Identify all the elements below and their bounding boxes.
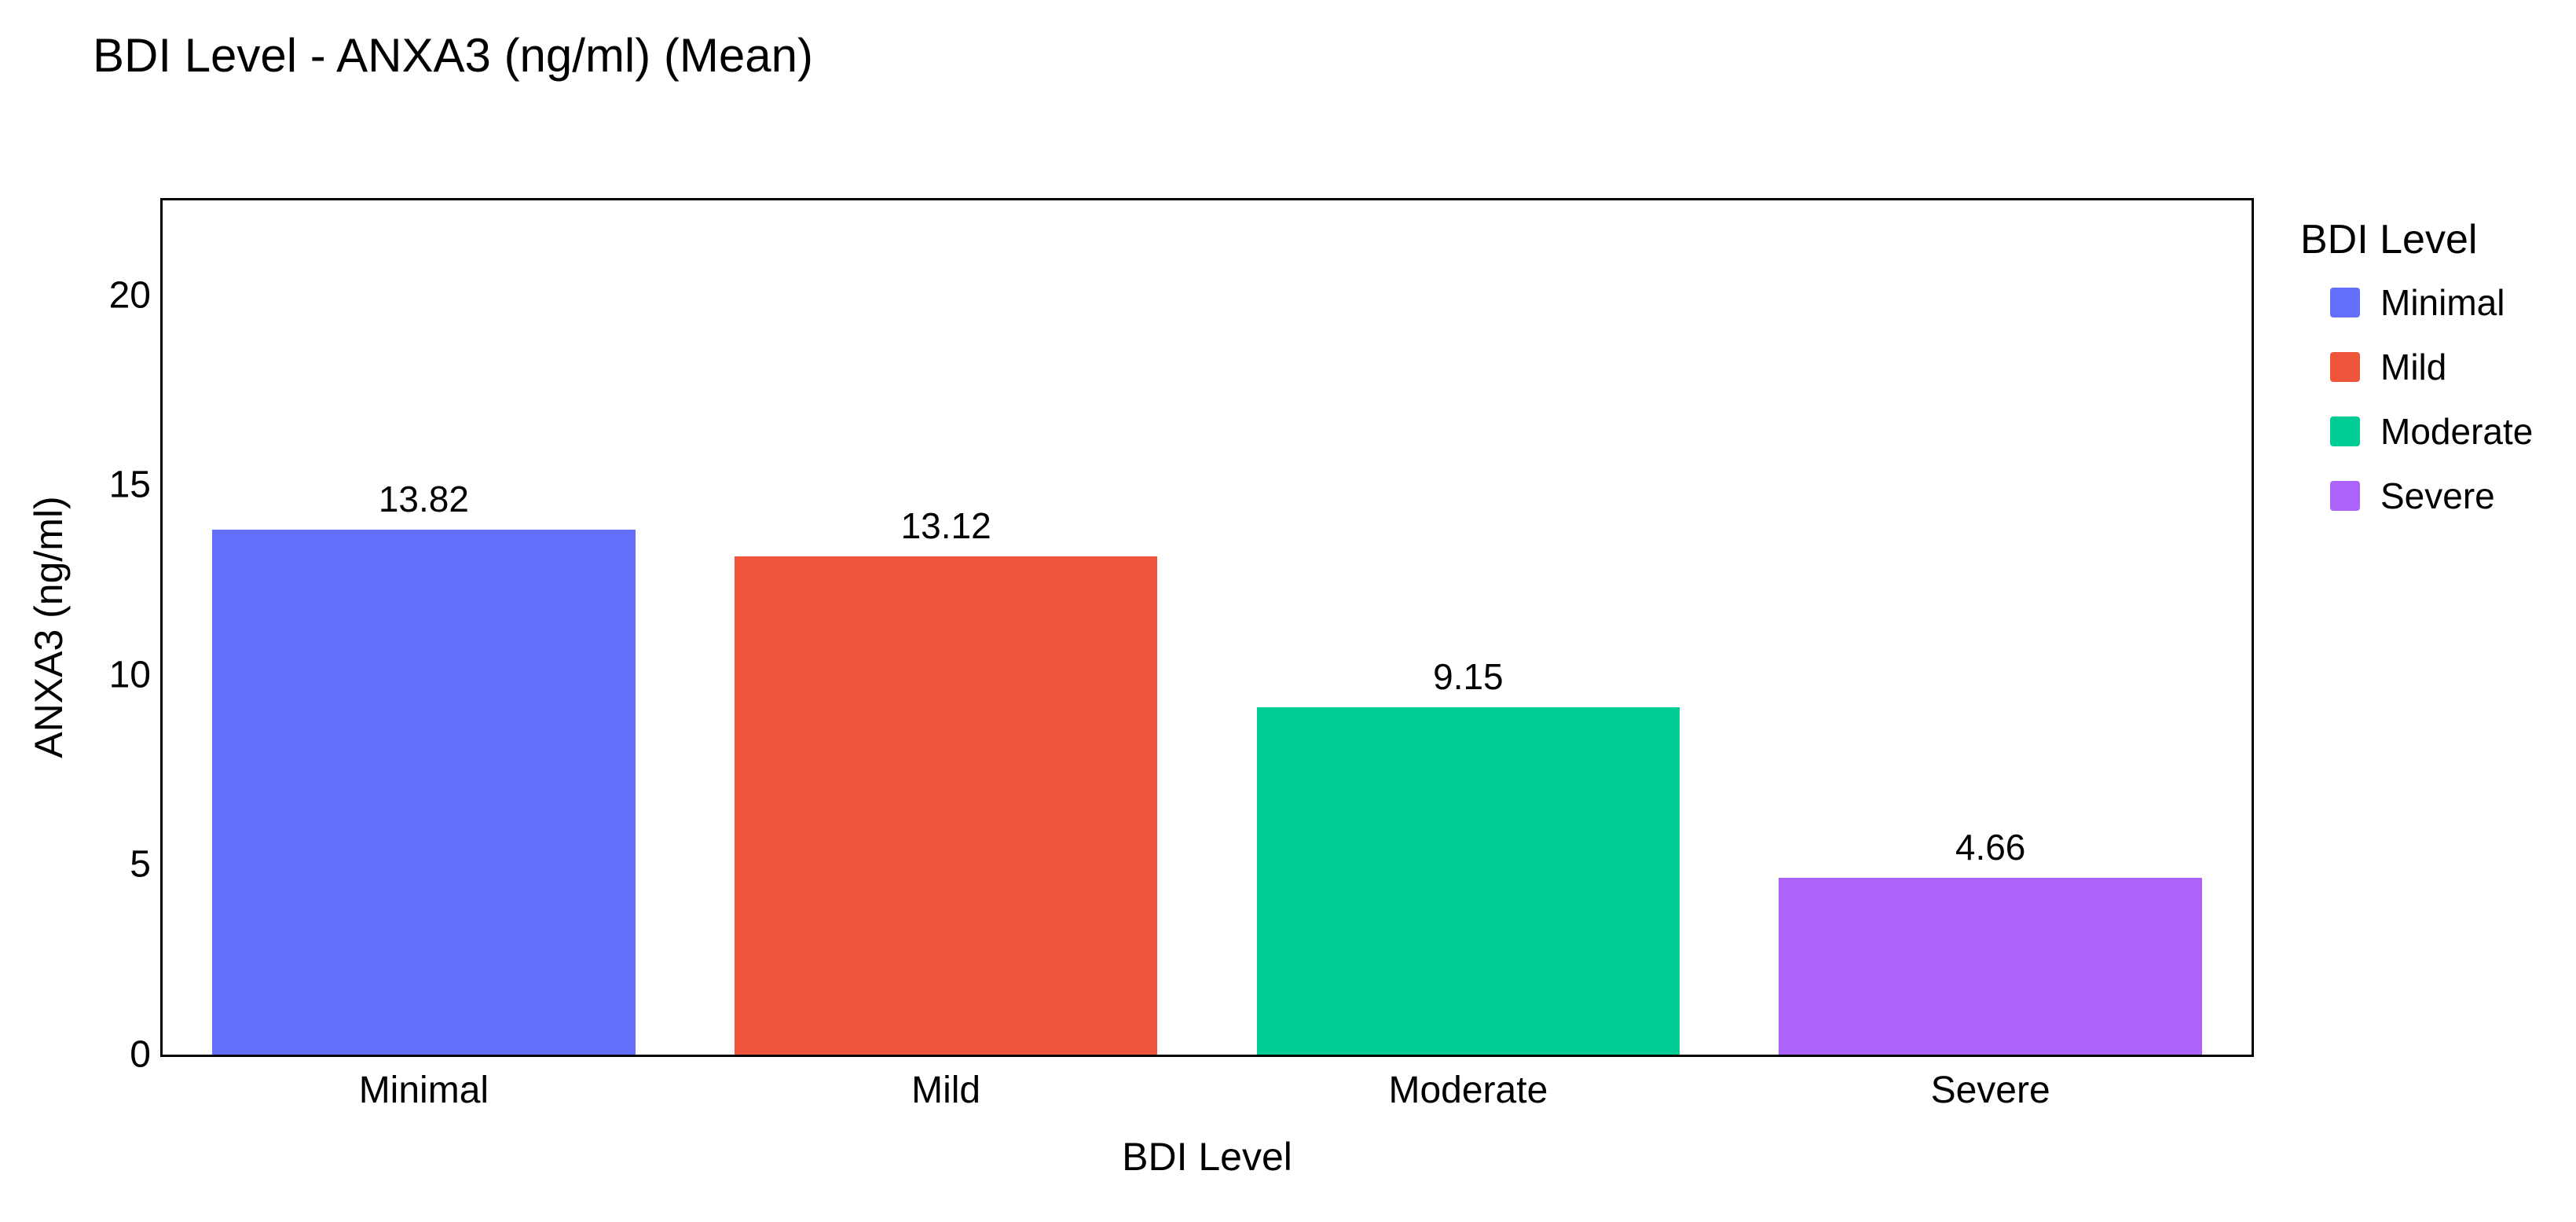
legend-item-mild[interactable]: Mild bbox=[2330, 346, 2533, 388]
bar-value-label: 9.15 bbox=[1433, 655, 1504, 697]
plot-area: 13.82 Minimal 13.12 Mild 9.15 Moderate 4.66 Sev… bbox=[109, 198, 2254, 1111]
legend-item-label: Severe bbox=[2380, 475, 2495, 516]
y-tick-label: 20 bbox=[108, 274, 151, 317]
legend-item-label: Moderate bbox=[2380, 410, 2534, 452]
legend-swatch-icon bbox=[2330, 480, 2360, 511]
x-tick-label: Mild bbox=[911, 1070, 981, 1111]
y-tick-label: 15 bbox=[108, 464, 151, 506]
legend-title: BDI Level bbox=[2300, 217, 2478, 262]
legend-swatch-icon bbox=[2330, 287, 2360, 317]
x-tick-label: Minimal bbox=[358, 1070, 489, 1111]
legend-item-label: Minimal bbox=[2380, 281, 2505, 323]
y-tick-label: 0 bbox=[130, 1033, 151, 1076]
legend: BDI Level Minimal Mild Moderate Severe bbox=[2300, 217, 2533, 517]
legend-item-minimal[interactable]: Minimal bbox=[2330, 281, 2533, 324]
y-axis-title: ANXA3 (ng/ml) bbox=[27, 496, 71, 758]
x-tick-label: Severe bbox=[1930, 1070, 2050, 1111]
bar-value-label: 13.12 bbox=[900, 505, 991, 547]
chart-title: BDI Level - ANXA3 (ng/ml) (Mean) bbox=[93, 29, 813, 82]
y-tick-label: 10 bbox=[108, 654, 151, 696]
legend-item-label: Mild bbox=[2380, 346, 2447, 387]
y-tick-label: 5 bbox=[130, 843, 151, 886]
legend-item-severe[interactable]: Severe bbox=[2330, 475, 2533, 517]
x-tick-label: Moderate bbox=[1388, 1070, 1548, 1111]
legend-item-moderate[interactable]: Moderate bbox=[2330, 410, 2533, 453]
bar[interactable] bbox=[734, 556, 1158, 1055]
x-axis-title: BDI Level bbox=[1122, 1135, 1292, 1179]
bar[interactable] bbox=[1779, 877, 2202, 1055]
legend-items: Minimal Mild Moderate Severe bbox=[2300, 281, 2533, 517]
bar[interactable] bbox=[1256, 706, 1680, 1055]
bar[interactable] bbox=[212, 530, 636, 1055]
legend-swatch-icon bbox=[2330, 351, 2360, 382]
bar-value-label: 13.82 bbox=[378, 479, 469, 520]
legend-swatch-icon bbox=[2330, 416, 2360, 446]
bar-value-label: 4.66 bbox=[1955, 826, 2026, 868]
